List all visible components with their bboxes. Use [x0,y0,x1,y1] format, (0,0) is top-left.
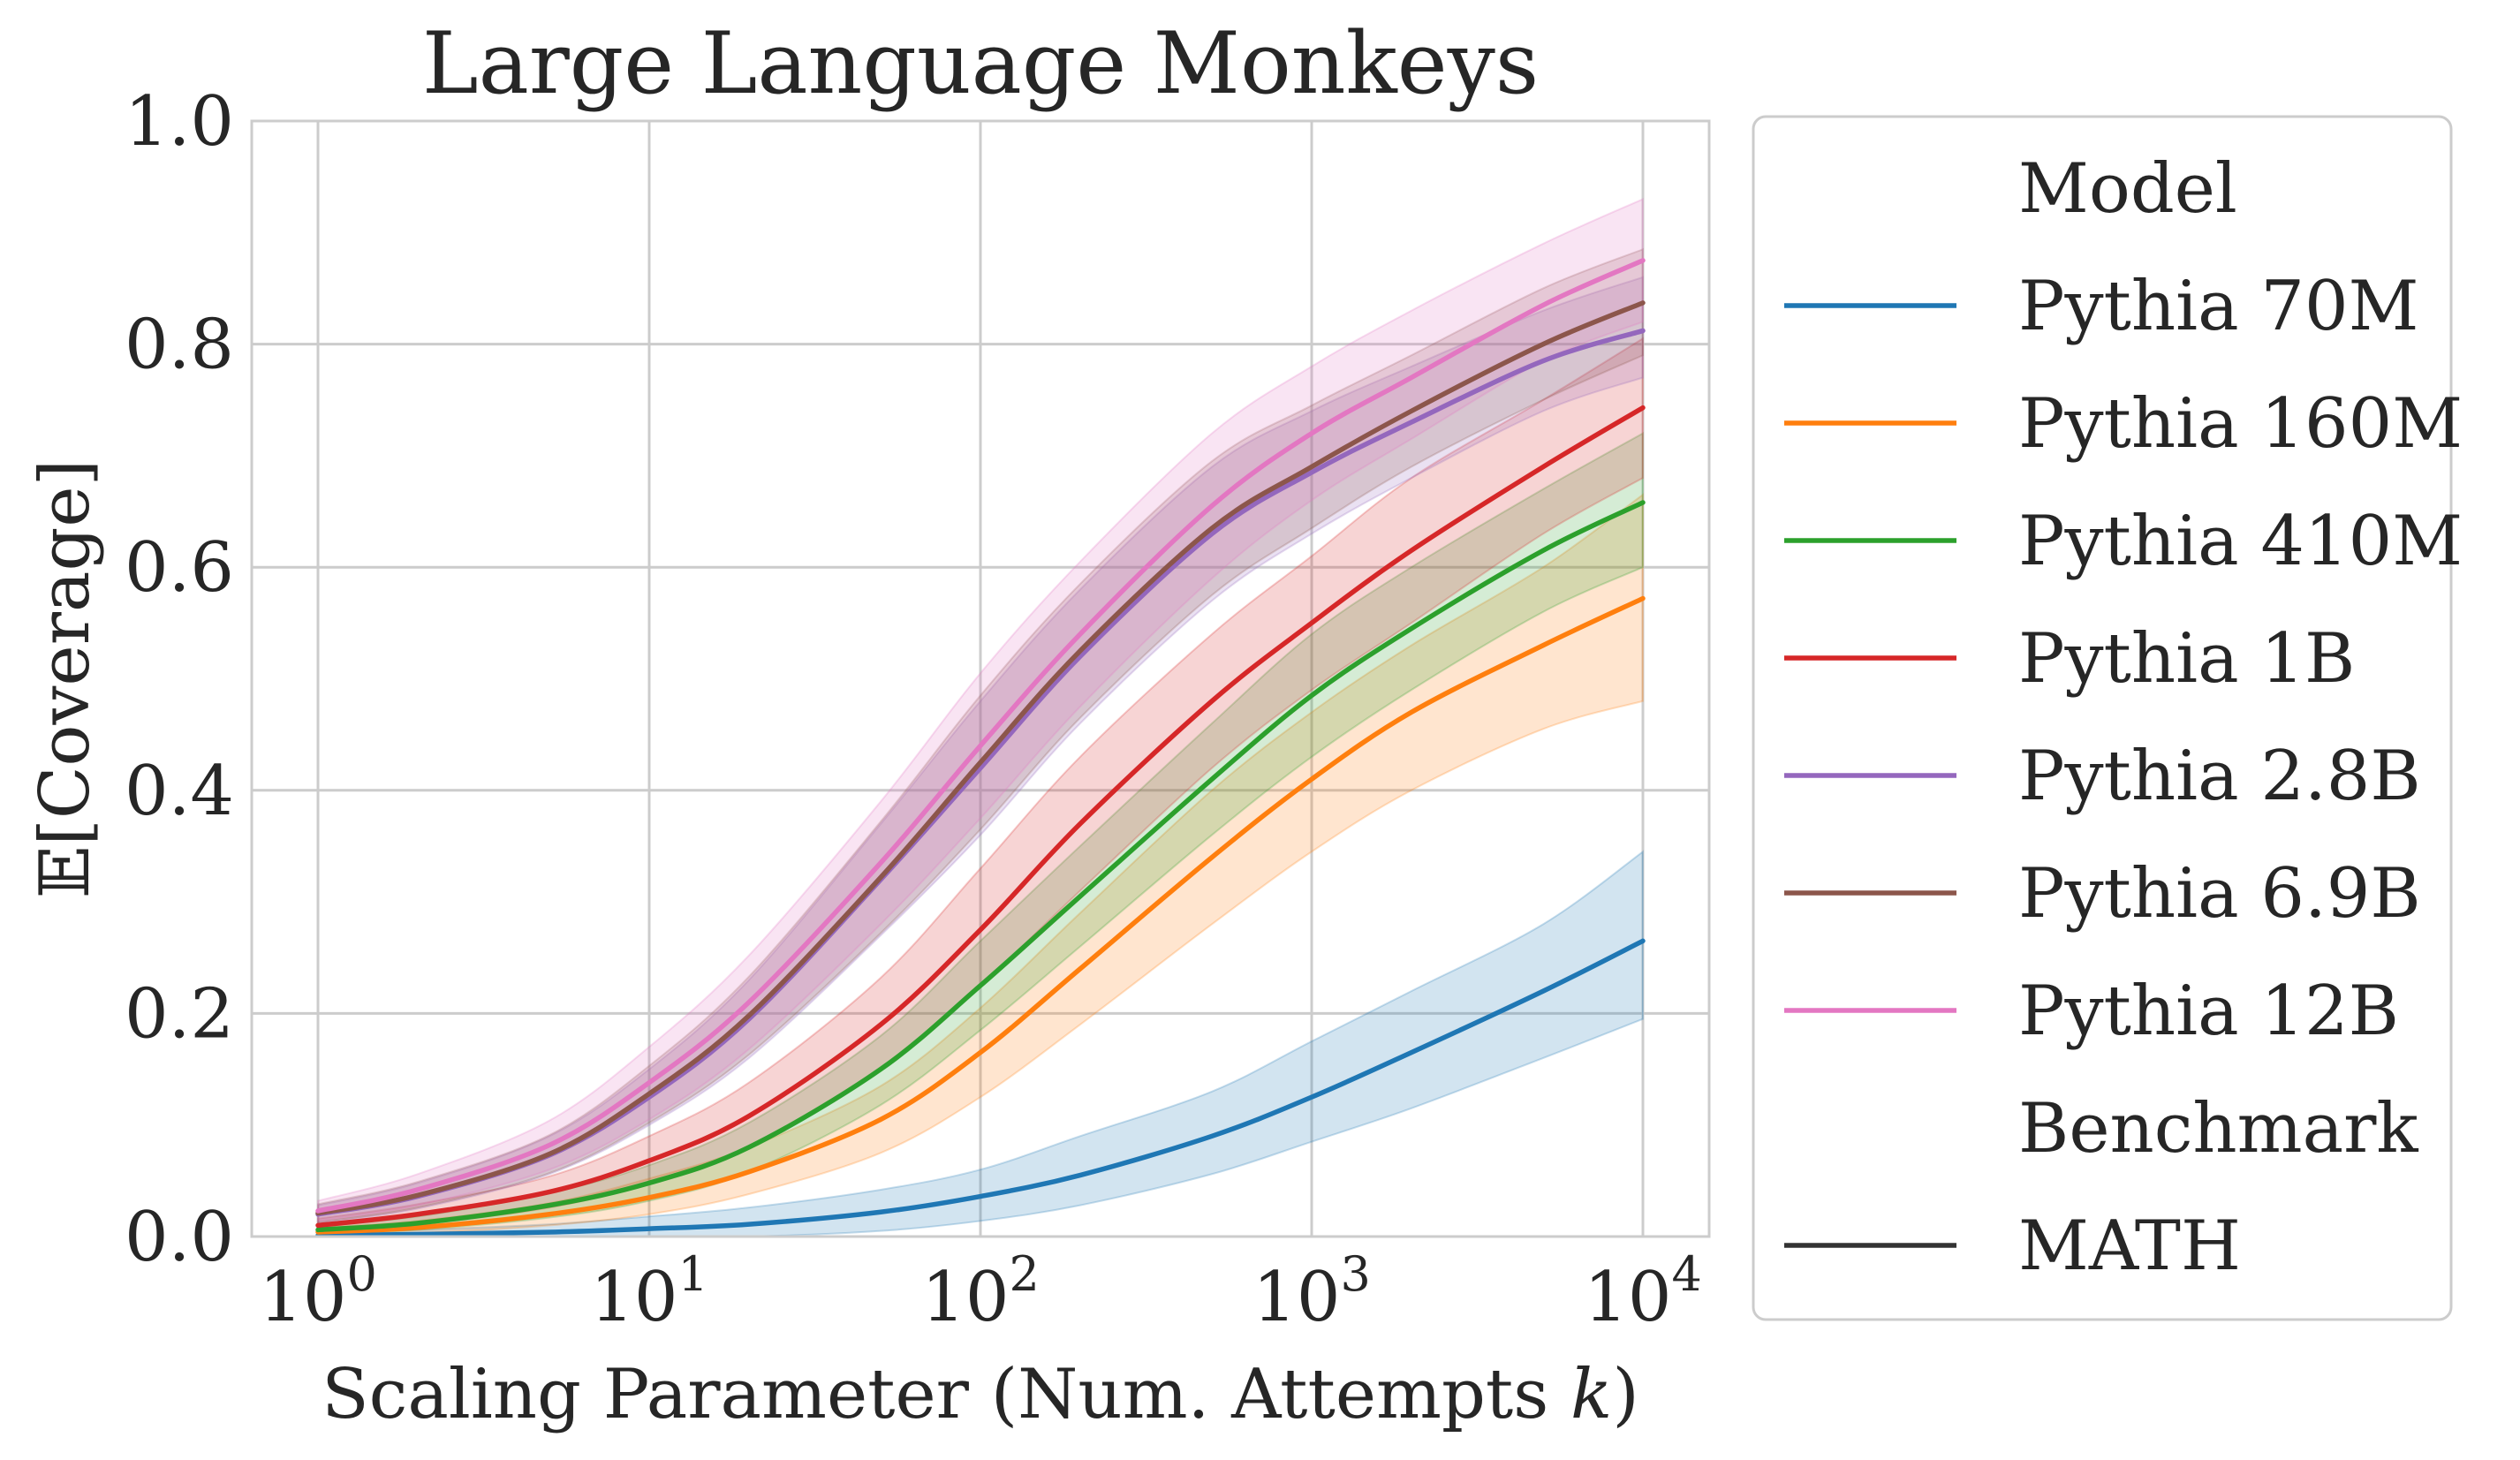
line-pythia-70m [315,938,1646,1238]
line-pythia-1b [315,405,1646,1229]
series-lines [315,258,1646,1238]
line-pythia-410m [315,500,1646,1233]
x-tick-label: 103 [1252,1246,1371,1337]
x-tick-exponent: 3 [1340,1246,1370,1302]
legend-label: Pythia 2.8B [2018,737,2421,816]
x-tick-base: 10 [921,1258,1009,1337]
band-pythia-12b [317,197,1644,1222]
legend-entry: Pythia 6.9B [1784,854,2421,934]
legend-label: Model [2018,149,2237,229]
x-axis-label-variable: k [1570,1355,1612,1434]
legend-entry: Pythia 1B [1784,619,2355,699]
x-tick-label: 100 [259,1246,377,1337]
legend-label: Pythia 12B [2018,972,2399,1051]
band-pythia-2-8b [317,276,1644,1224]
plot-frame [250,119,1711,1238]
legend-items: Model Pythia 70M Pythia 160M Pythia 410M Pyt… [1784,149,2463,1286]
legend-entry: MATH [1784,1207,2241,1286]
confidence-bands [317,197,1644,1238]
legend-header: Benchmark [2018,1089,2418,1169]
line-pythia-12b [315,258,1646,1214]
x-tick-base: 10 [1252,1258,1340,1337]
y-tick-label: 0.0 [125,1198,234,1277]
legend-label: Pythia 160M [2018,384,2463,464]
x-tick-label: 101 [590,1246,708,1337]
legend-label: Pythia 410M [2018,502,2463,581]
y-axis-label: 𝔼[Coverage] [26,459,105,898]
x-tick-exponent: 4 [1671,1246,1701,1302]
legend-label: Benchmark [2018,1089,2418,1169]
line-pythia-6-9b [315,300,1646,1216]
x-tick-exponent: 0 [346,1246,376,1302]
x-tick-exponent: 2 [1009,1246,1039,1302]
legend-label: Pythia 1B [2018,619,2355,699]
x-tick-base: 10 [1584,1258,1671,1337]
y-tick-label: 0.8 [125,306,234,385]
legend-entry: Pythia 410M [1784,502,2463,581]
x-tick-base: 10 [259,1258,346,1337]
legend-header: Model [2018,149,2237,229]
legend-label: Pythia 70M [2018,267,2419,346]
band-pythia-6-9b [317,247,1644,1223]
x-tick-base: 10 [590,1258,677,1337]
y-tick-label: 0.4 [125,752,234,831]
x-tick-label: 102 [921,1246,1040,1337]
line-pythia-160m [315,595,1646,1235]
chart-title: Large Language Monkeys [422,14,1539,113]
legend-entry: Pythia 70M [1784,267,2419,346]
legend-label: MATH [2018,1207,2241,1286]
x-axis-label: Scaling Parameter (Num. Attempts k) [322,1355,1639,1434]
legend-label: Pythia 6.9B [2018,854,2421,934]
y-tick-label: 0.2 [125,974,234,1054]
y-tick-label: 0.6 [125,528,234,608]
x-tick-label: 104 [1584,1246,1702,1337]
y-tick-label: 1.0 [125,82,234,162]
legend: Model Pythia 70M Pythia 160M Pythia 410M Pyt… [1752,115,2463,1321]
x-axis-label-text: Scaling Parameter (Num. Attempts [322,1355,1570,1434]
x-axis-label-close: ) [1612,1355,1638,1434]
legend-entry: Pythia 2.8B [1784,737,2421,816]
legend-entry: Pythia 160M [1784,384,2463,464]
legend-box [1752,115,2453,1321]
legend-entry: Pythia 12B [1784,972,2399,1051]
x-tick-exponent: 1 [677,1246,708,1302]
